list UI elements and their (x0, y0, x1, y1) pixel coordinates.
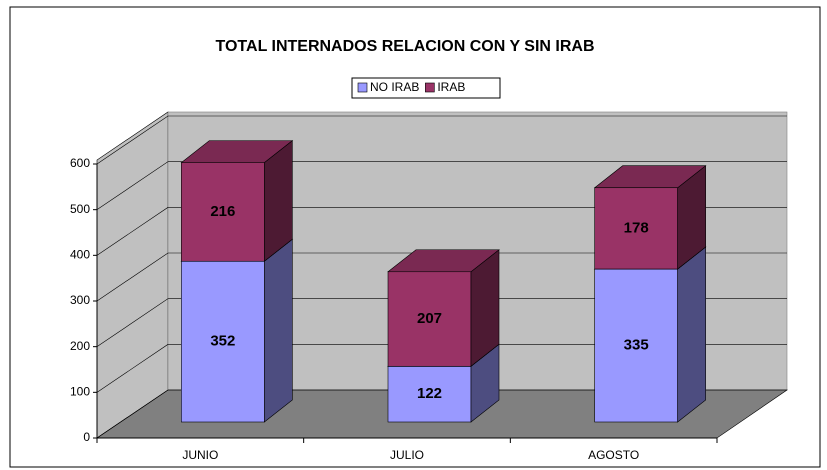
bar-side (264, 238, 293, 423)
legend-label: IRAB (437, 80, 465, 94)
bar-top (593, 165, 707, 189)
legend-label: NO IRAB (370, 80, 419, 94)
y-tick-label: 0 (83, 430, 90, 444)
x-tick-label: JUNIO (182, 448, 218, 462)
grid-line (96, 161, 787, 210)
bar-front (594, 268, 678, 423)
chart-title: TOTAL INTERNADOS RELACION CON Y SIN IRAB (216, 38, 595, 55)
y-tick-label: 200 (70, 339, 90, 353)
grid-line (96, 298, 787, 347)
data-label: 216 (210, 203, 235, 220)
bar-front (387, 271, 472, 367)
grid-line (96, 207, 787, 256)
y-tick-label: 600 (70, 156, 90, 170)
bar-top (180, 140, 294, 163)
bar-front (387, 365, 472, 423)
data-label: 335 (624, 336, 649, 353)
grid-line (96, 252, 787, 302)
side-wall (96, 111, 169, 439)
y-tick-label: 400 (70, 248, 90, 262)
data-label: 352 (210, 333, 235, 350)
y-tick-label: 500 (70, 202, 90, 216)
y-tick-label: 300 (70, 293, 90, 307)
grid-line (96, 115, 787, 165)
bar-side (677, 246, 706, 423)
data-label: 207 (417, 310, 442, 327)
bar-front (594, 187, 678, 270)
x-tick-label: AGOSTO (588, 448, 639, 462)
legend-swatch (357, 82, 368, 93)
grid-line (96, 344, 787, 393)
data-label: 122 (417, 385, 442, 402)
grid-line (96, 389, 787, 439)
x-tick-label: JULIO (390, 448, 424, 462)
bar-top (387, 249, 500, 273)
y-tick-label: 100 (70, 385, 90, 399)
data-label: 178 (624, 219, 649, 236)
legend-swatch (425, 82, 435, 93)
